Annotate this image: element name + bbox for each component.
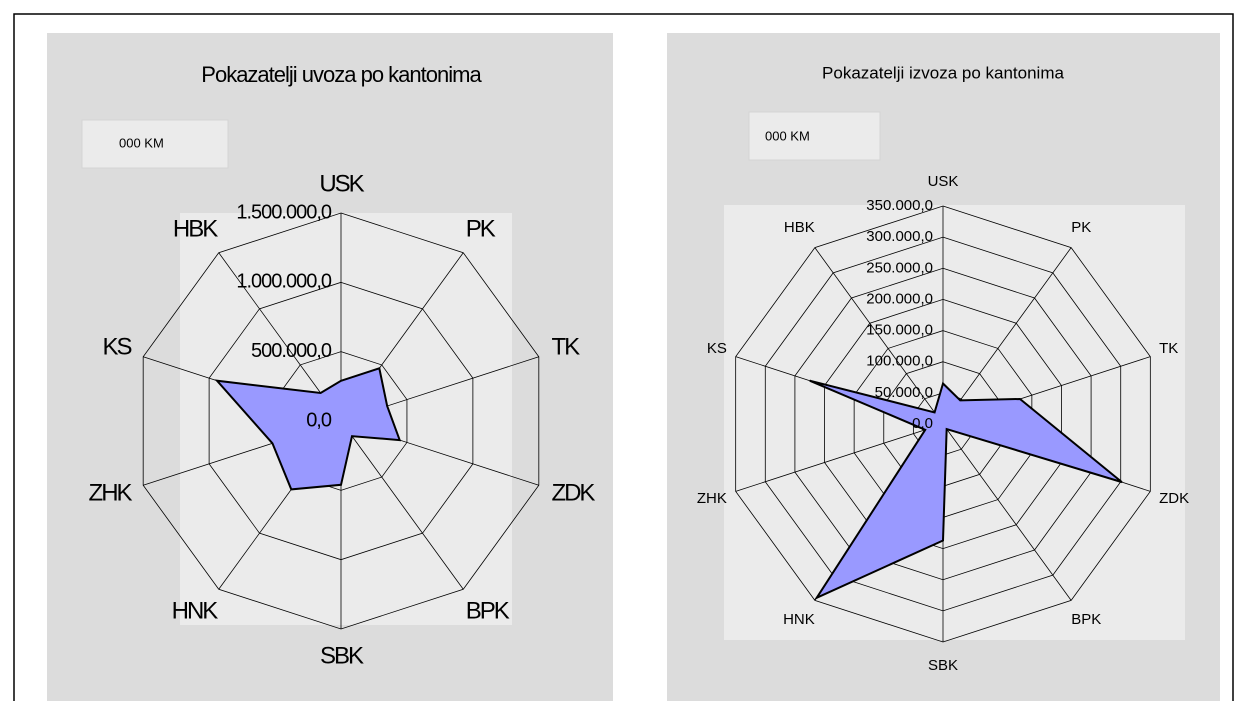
tick-label: 1.000.000,0 bbox=[236, 271, 332, 293]
category-label: TK bbox=[551, 333, 580, 360]
category-label: ZDK bbox=[551, 479, 595, 506]
legend-box bbox=[748, 111, 881, 161]
tick-label: 500.000,0 bbox=[251, 340, 332, 362]
tick-label: 250.000,0 bbox=[866, 259, 933, 276]
category-label: ZDK bbox=[1159, 490, 1189, 507]
category-label: KS bbox=[103, 333, 132, 360]
category-label: SBK bbox=[320, 642, 364, 669]
spoke bbox=[340, 420, 464, 590]
category-label: HBK bbox=[784, 219, 815, 236]
chart-title: Pokazatelji izvoza po kantonima bbox=[822, 63, 1064, 82]
category-label: BPK bbox=[466, 597, 510, 624]
tick-label: 50.000,0 bbox=[875, 384, 933, 401]
tick-label: 1.500.000,0 bbox=[236, 201, 332, 223]
spoke bbox=[735, 423, 944, 492]
tick-label: 0,0 bbox=[912, 415, 933, 432]
spoke bbox=[942, 423, 1072, 601]
category-label: BPK bbox=[1071, 611, 1101, 628]
tick-label: 350.000,0 bbox=[866, 197, 933, 214]
unit-label: 000 KM bbox=[765, 128, 810, 143]
data-area bbox=[214, 366, 402, 491]
tick-label: 300.000,0 bbox=[866, 228, 933, 245]
category-label: ZHK bbox=[89, 479, 133, 506]
legend-box bbox=[81, 119, 229, 169]
category-label: USK bbox=[928, 173, 959, 190]
spoke bbox=[942, 247, 1072, 425]
category-label: HBK bbox=[173, 215, 218, 242]
tick-label: 0,0 bbox=[306, 409, 332, 431]
category-label: ZHK bbox=[697, 490, 727, 507]
category-label: HNK bbox=[783, 611, 815, 628]
category-label: USK bbox=[319, 170, 364, 197]
unit-label: 000 KM bbox=[119, 135, 164, 150]
tick-label: 200.000,0 bbox=[866, 290, 933, 307]
chart-title: Pokazatelji uvoza po kantonima bbox=[201, 62, 482, 87]
category-label: KS bbox=[707, 340, 727, 357]
tick-label: 150.000,0 bbox=[866, 322, 933, 339]
category-label: HNK bbox=[172, 597, 219, 624]
category-label: TK bbox=[1159, 340, 1178, 357]
data-area bbox=[809, 379, 1123, 601]
tick-label: 100.000,0 bbox=[866, 353, 933, 370]
spoke bbox=[814, 247, 944, 425]
category-label: SBK bbox=[928, 657, 958, 674]
category-label: PK bbox=[1071, 219, 1091, 236]
category-label: PK bbox=[466, 215, 496, 242]
